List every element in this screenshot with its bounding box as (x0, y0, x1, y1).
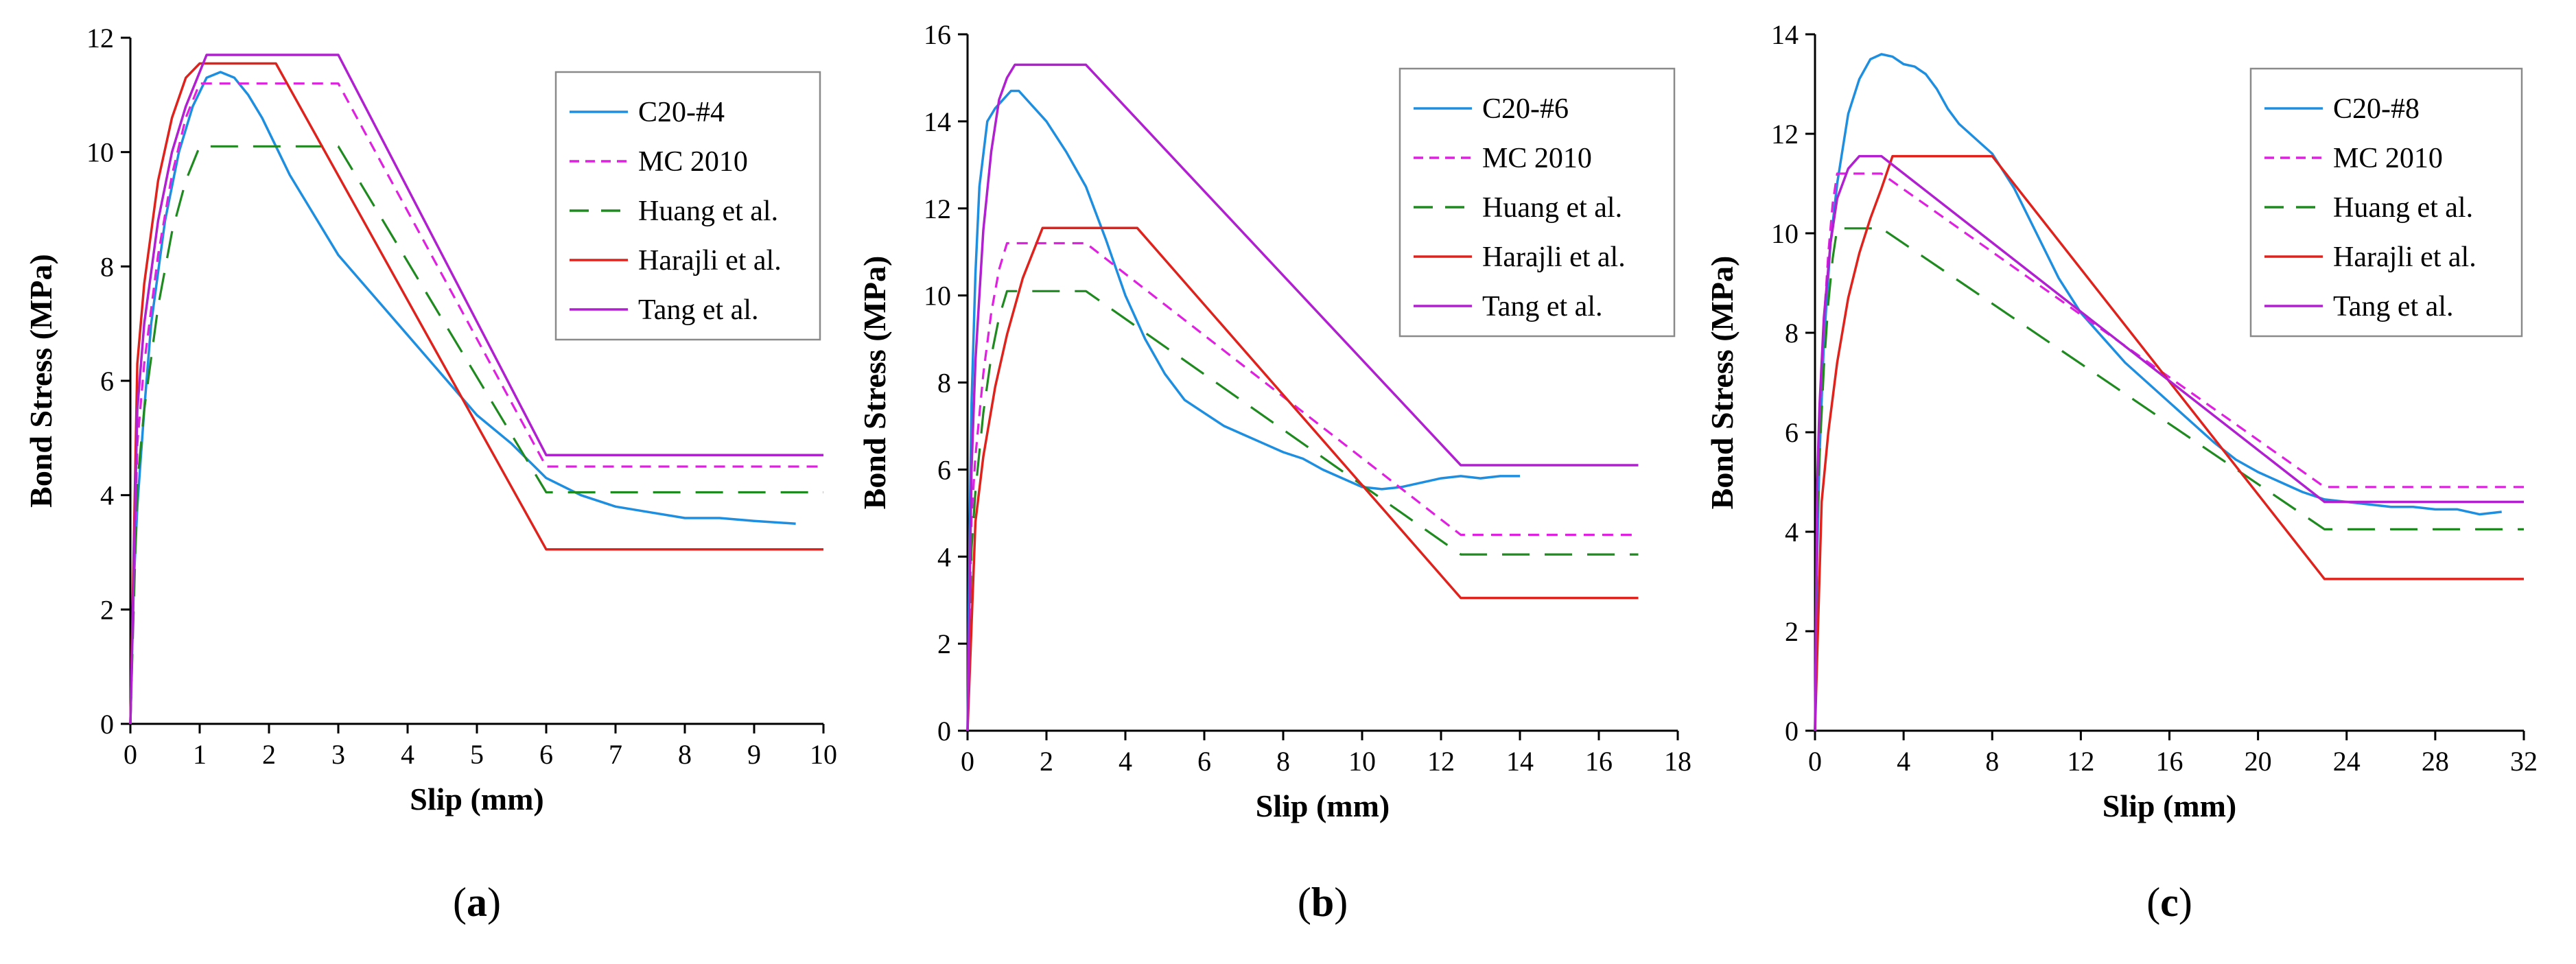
y-tick-label: 16 (924, 19, 951, 50)
series-line-mc-2010 (966, 242, 1639, 731)
y-tick-label: 4 (100, 480, 114, 511)
series-line-harajli-et-al- (966, 226, 1639, 731)
legend-label: Tang et al. (638, 294, 759, 326)
x-tick-label: 7 (609, 739, 622, 770)
y-tick-label: 12 (86, 23, 114, 54)
series-line-huang-et-al- (1814, 227, 2524, 731)
x-tick-label: 4 (401, 739, 414, 770)
x-tick-label: 1 (193, 739, 207, 770)
y-tick-label: 10 (86, 137, 114, 168)
x-axis-title: Slip (mm) (410, 781, 544, 816)
x-tick-label: 10 (1348, 746, 1376, 777)
x-tick-label: 5 (470, 739, 484, 770)
x-axis-title: Slip (mm) (2103, 788, 2237, 823)
y-tick-label: 6 (937, 454, 951, 485)
legend-label: Harajli et al. (1482, 242, 1626, 273)
series-line-tang-et-al- (1814, 154, 2524, 731)
x-tick-label: 18 (1664, 746, 1691, 777)
x-tick-label: 8 (678, 739, 692, 770)
series-line-huang-et-al- (966, 290, 1639, 731)
x-axis-title: Slip (mm) (1256, 788, 1390, 823)
x-tick-label: 14 (1506, 746, 1534, 777)
legend-label: Tang et al. (1482, 291, 1603, 322)
y-tick-label: 8 (1785, 318, 1799, 349)
x-tick-label: 0 (1808, 746, 1822, 777)
legend-box (2249, 67, 2523, 338)
legend-label: MC 2010 (2333, 143, 2443, 174)
y-tick-label: 0 (1785, 716, 1799, 746)
legend-box (1398, 67, 1676, 338)
legend-label: Harajli et al. (638, 245, 782, 277)
panel-label: (c) (2146, 880, 2192, 925)
legend-label: Huang et al. (638, 196, 778, 227)
x-tick-label: 20 (2245, 746, 2272, 777)
y-tick-label: 4 (1785, 517, 1799, 548)
y-tick-label: 10 (1771, 218, 1799, 249)
y-tick-label: 2 (1785, 616, 1799, 647)
series-line-c20-4 (129, 71, 796, 725)
y-tick-label: 12 (924, 193, 951, 224)
x-tick-label: 6 (539, 739, 553, 770)
y-axis-title: Bond Stress (MPa) (857, 256, 892, 510)
x-tick-label: 16 (1585, 746, 1613, 777)
y-tick-label: 6 (100, 366, 114, 397)
x-tick-label: 4 (1119, 746, 1132, 777)
panel-label: (b) (1298, 880, 1348, 925)
y-tick-label: 14 (924, 106, 951, 137)
series-line-huang-et-al- (129, 145, 823, 725)
y-tick-label: 8 (100, 251, 114, 282)
x-tick-label: 12 (1427, 746, 1455, 777)
x-tick-label: 12 (2067, 746, 2094, 777)
panel-b-chart: 0 2 4 6 8 10 12 14 16 18 0 2 4 6 8 10 12 14 16 Slip (mm) Bon… (857, 19, 1691, 925)
y-axis-title: Bond Stress (MPa) (23, 254, 58, 508)
x-tick-label: 3 (331, 739, 345, 770)
legend-label: Tang et al. (2333, 291, 2454, 322)
x-tick-label: 10 (810, 739, 837, 770)
legend-label: Harajli et al. (2333, 242, 2477, 273)
legend-label: MC 2010 (638, 146, 748, 178)
x-tick-label: 6 (1197, 746, 1211, 777)
legend-box (554, 71, 821, 341)
x-tick-label: 28 (2422, 746, 2449, 777)
x-tick-label: 2 (262, 739, 276, 770)
series-line-harajli-et-al- (1814, 154, 2524, 731)
x-tick-label: 8 (1276, 746, 1290, 777)
series-line-tang-et-al- (129, 54, 823, 725)
panel-label: (a) (453, 880, 501, 925)
legend-label: Huang et al. (1482, 192, 1622, 224)
legend-label: Huang et al. (2333, 192, 2473, 224)
y-tick-label: 2 (100, 594, 114, 625)
y-tick-label: 10 (924, 281, 951, 311)
x-tick-label: 2 (1040, 746, 1053, 777)
series-line-tang-et-al- (966, 63, 1639, 731)
x-tick-label: 32 (2510, 746, 2538, 777)
x-tick-label: 4 (1897, 746, 1910, 777)
series-line-c20-6 (966, 89, 1520, 731)
y-tick-label: 0 (937, 716, 951, 746)
series-line-harajli-et-al- (129, 62, 823, 725)
x-tick-label: 0 (124, 739, 137, 770)
y-axis-title: Bond Stress (MPa) (1705, 256, 1740, 510)
y-tick-label: 12 (1771, 119, 1799, 150)
legend-label: C20-#4 (638, 97, 725, 128)
y-tick-label: 2 (937, 628, 951, 659)
series-line-mc-2010 (129, 82, 823, 725)
legend-label: C20-#8 (2333, 93, 2420, 125)
y-tick-label: 4 (937, 541, 951, 572)
x-tick-label: 0 (961, 746, 974, 777)
x-tick-label: 24 (2333, 746, 2361, 777)
x-tick-label: 16 (2156, 746, 2183, 777)
x-tick-label: 9 (747, 739, 761, 770)
legend-label: C20-#6 (1482, 93, 1569, 125)
y-tick-label: 8 (937, 368, 951, 399)
y-tick-label: 6 (1785, 417, 1799, 448)
legend-label: MC 2010 (1482, 143, 1592, 174)
y-tick-label: 14 (1771, 19, 1799, 50)
x-tick-label: 8 (1985, 746, 1999, 777)
y-tick-label: 0 (100, 709, 114, 740)
